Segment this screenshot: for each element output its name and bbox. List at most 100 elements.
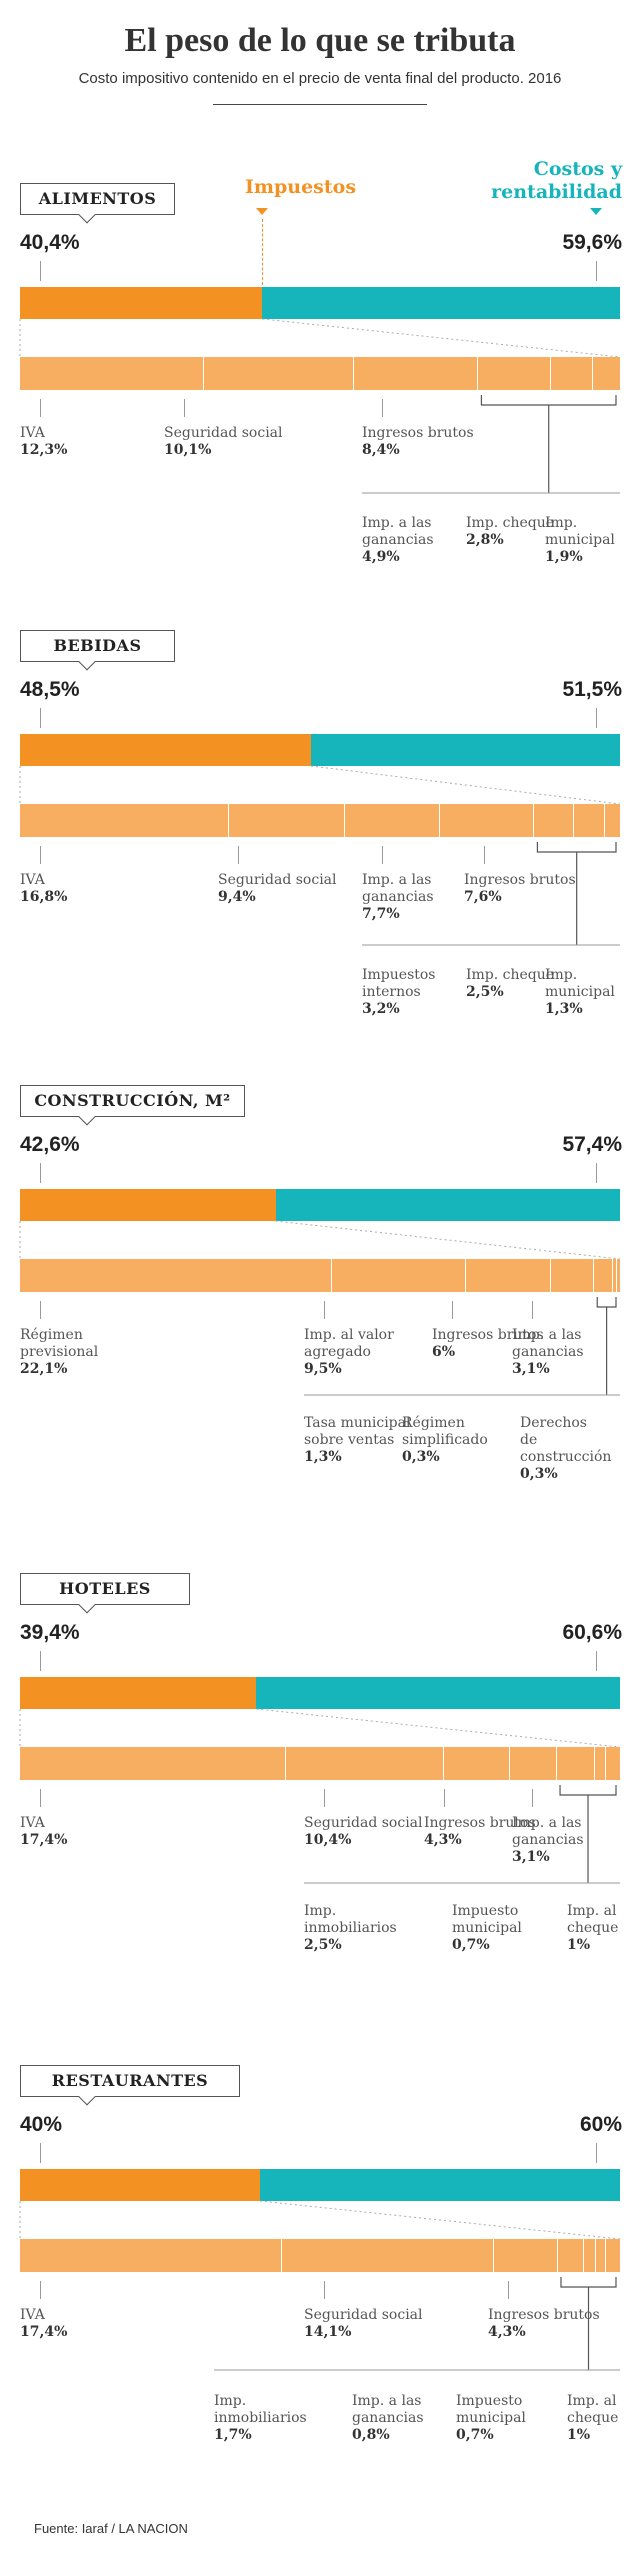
tax-item-name: Impuesto municipal <box>452 1903 522 1936</box>
percent-tick <box>596 261 597 281</box>
tax-item-name: Ingresos brutos <box>488 2307 600 2323</box>
breakdown-divider <box>331 1259 333 1292</box>
breakdown-divider <box>604 1747 606 1780</box>
breakdown-divider <box>605 2239 606 2272</box>
tax-item: IVA 12,3% <box>20 425 140 459</box>
tax-item-name: Tasa municipal sobre ventas <box>304 1415 411 1448</box>
tax-item: Derechos de construcción 0,3% <box>520 1415 611 1483</box>
tax-item-value: 7,6% <box>464 889 502 905</box>
item-tick <box>40 1301 41 1319</box>
tax-item-value: 0,7% <box>452 1937 490 1953</box>
tax-item: Seguridad social 10,1% <box>164 425 284 459</box>
impuestos-bar-segment <box>20 1189 276 1221</box>
total-bar <box>20 1189 620 1221</box>
breakdown-divider <box>284 1747 286 1780</box>
tax-item: Ingresos brutos 4,3% <box>424 1815 544 1849</box>
tax-item-name: Seguridad social <box>304 2307 423 2323</box>
tax-item-value: 14,1% <box>304 2324 352 2340</box>
tax-item-name: Imp. cheque <box>466 967 555 983</box>
legend-costos-line1: Costos y <box>533 158 622 180</box>
tax-item: Imp. a las ganancias 0,8% <box>352 2393 472 2444</box>
tax-item-value: 22,1% <box>20 1361 68 1377</box>
impuestos-percent: 39,4% <box>20 1621 80 1644</box>
breakdown-divider <box>439 804 441 837</box>
breakdown-divider <box>443 1747 445 1780</box>
tax-item-name: Imp. al valor agregado <box>304 1327 394 1360</box>
tax-item-name: Imp. al cheque <box>567 2393 619 2426</box>
breakdown-divider <box>508 1747 510 1780</box>
percent-tick <box>596 1163 597 1183</box>
tax-item-value: 17,4% <box>20 1832 68 1848</box>
tax-item: Tasa municipal sobre ventas 1,3% <box>304 1415 424 1466</box>
percent-tick <box>40 1163 41 1183</box>
category-label: CONSTRUCCIÓN, M² <box>20 1085 245 1126</box>
item-tick <box>40 846 41 864</box>
item-tick <box>444 1789 445 1807</box>
tax-item: Imp. a las ganancias 3,1% <box>512 1815 632 1866</box>
item-tick <box>508 2281 509 2299</box>
chart-section: ALIMENTOS 40,4% 59,6% IVA 12,3% Seguridad soc… <box>0 158 640 623</box>
breakdown-divider <box>202 357 204 390</box>
legend-costos: Costos y rentabilidad <box>491 158 622 204</box>
tax-item: Imp. inmobiliarios 1,7% <box>214 2393 334 2444</box>
tax-item-value: 1,3% <box>545 1001 583 1017</box>
impuestos-percent: 48,5% <box>20 678 80 701</box>
tax-item: Imp. a las ganancias 7,7% <box>362 872 482 923</box>
chart-section: HOTELES 39,4% 60,6% IVA 17,4% Seguridad socia… <box>0 1573 640 2013</box>
impuestos-bar-segment <box>20 2169 260 2201</box>
tax-item-value: 4,3% <box>488 2324 526 2340</box>
tax-item: Imp. municipal 1,3% <box>545 967 620 1018</box>
breakdown-divider <box>227 804 229 837</box>
tax-item-value: 9,5% <box>304 1361 342 1377</box>
zoom-connectors <box>19 1220 621 1396</box>
chart-section: CONSTRUCCIÓN, M² 42,6% 57,4% Régimen previs… <box>0 1085 640 1525</box>
tax-item-value: 2,8% <box>466 532 504 548</box>
item-tick <box>532 1789 533 1807</box>
tax-item-name: Imp. a las ganancias <box>352 2393 424 2426</box>
tax-breakdown-bar <box>20 1747 620 1780</box>
tax-item-value: 12,3% <box>20 442 68 458</box>
tax-item: Ingresos brutos 4,3% <box>488 2307 608 2341</box>
total-bar <box>20 287 620 319</box>
callout-bracket <box>480 395 617 493</box>
tax-item: Impuesto municipal 0,7% <box>456 2393 576 2444</box>
tax-item: Ingresos brutos 6% <box>432 1327 552 1361</box>
zoom-connectors <box>19 765 621 946</box>
item-tick <box>452 1301 453 1319</box>
tax-item-value: 16,8% <box>20 889 68 905</box>
tax-item: Imp. al cheque 1% <box>567 2393 640 2444</box>
item-tick <box>532 1301 533 1319</box>
breakdown-divider <box>465 1259 467 1292</box>
tax-item-value: 0,3% <box>520 1466 558 1482</box>
legend-impuestos-line <box>262 219 264 285</box>
breakdown-divider <box>344 804 346 837</box>
tax-item: Ingresos brutos 8,4% <box>362 425 482 459</box>
callout-bracket <box>536 842 617 945</box>
percent-tick <box>596 2143 597 2163</box>
tax-item-name: Impuestos internos <box>362 967 436 1000</box>
tax-item-name: Ingresos brutos <box>424 1815 536 1831</box>
tax-item-name: Seguridad social <box>218 872 337 888</box>
tax-item-name: IVA <box>20 425 45 441</box>
tax-item-value: 1% <box>567 2427 591 2443</box>
zoom-connectors <box>19 318 621 494</box>
category-label: ALIMENTOS <box>20 183 175 224</box>
item-tick <box>40 2281 41 2299</box>
tax-item-value: 10,1% <box>164 442 212 458</box>
tax-item: Régimen previsional 22,1% <box>20 1327 140 1378</box>
tax-item: IVA 16,8% <box>20 872 140 906</box>
item-tick <box>40 399 41 417</box>
costos-percent: 51,5% <box>562 678 622 701</box>
tax-item-value: 3,2% <box>362 1001 400 1017</box>
percent-tick <box>40 708 41 728</box>
breakdown-divider <box>533 804 535 837</box>
tax-item: IVA 17,4% <box>20 1815 140 1849</box>
legend-impuestos-arrow <box>256 208 269 215</box>
tax-item-value: 1,3% <box>304 1449 342 1465</box>
tax-item-value: 8,4% <box>362 442 400 458</box>
callout-bracket <box>560 2277 617 2370</box>
tax-item-name: Ingresos brutos <box>432 1327 544 1343</box>
breakdown-divider <box>594 1747 596 1780</box>
connector-right <box>262 318 621 358</box>
item-tick <box>484 846 485 864</box>
